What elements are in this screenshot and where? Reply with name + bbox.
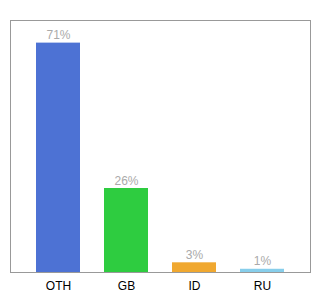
svg-text:71%: 71% — [46, 28, 70, 42]
svg-text:1%: 1% — [254, 254, 272, 268]
svg-text:RU: RU — [254, 279, 271, 293]
svg-text:GB: GB — [118, 279, 135, 293]
svg-text:26%: 26% — [114, 174, 138, 188]
svg-text:ID: ID — [189, 279, 201, 293]
svg-text:3%: 3% — [186, 248, 204, 262]
svg-text:OTH: OTH — [46, 279, 71, 293]
